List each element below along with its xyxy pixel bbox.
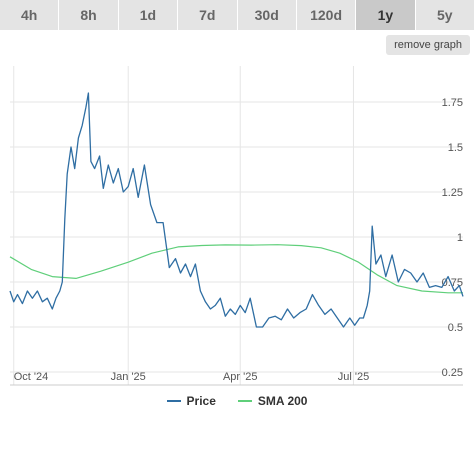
y-tick-label: 0.25 <box>442 367 463 379</box>
price-chart: 0.25 0.5 0.75 1 1.25 1.5 1.75 Oct '24 Jan '25 Apr… <box>0 58 474 388</box>
legend-label-sma: SMA 200 <box>257 394 308 408</box>
x-tick-label: Jan '25 <box>111 371 146 383</box>
tab-8h[interactable]: 8h <box>59 0 118 30</box>
legend-label-price: Price <box>186 394 216 408</box>
tab-7d[interactable]: 7d <box>178 0 237 30</box>
x-tick-label: Apr '25 <box>223 371 258 383</box>
tab-1d[interactable]: 1d <box>118 0 178 30</box>
sma-200-line <box>9 244 463 294</box>
y-tick-label: 1.5 <box>448 142 463 154</box>
legend-item-sma[interactable]: SMA 200 <box>237 394 308 408</box>
y-tick-label: 0.5 <box>448 322 463 334</box>
x-tick-label: Jul '25 <box>338 371 369 383</box>
x-tick-label: Oct '24 <box>14 371 49 383</box>
sma-swatch <box>237 400 252 402</box>
price-line <box>9 92 464 328</box>
price-swatch <box>166 400 181 402</box>
legend-item-price[interactable]: Price <box>166 394 216 408</box>
timeframe-tabs: 4h 8h 1d 7d 30d 120d 1y 5y <box>0 0 474 30</box>
chart-legend: Price SMA 200 <box>0 390 474 412</box>
y-tick-label: 1.75 <box>442 97 463 109</box>
y-tick-label: 0.75 <box>442 277 463 289</box>
y-tick-label: 1.25 <box>442 187 463 199</box>
tab-120d[interactable]: 120d <box>296 0 356 30</box>
chart-svg: 0.25 0.5 0.75 1 1.25 1.5 1.75 Oct '24 Jan '25 Apr… <box>9 66 464 386</box>
remove-graph-button[interactable]: remove graph <box>386 35 470 55</box>
tab-5y[interactable]: 5y <box>415 0 474 30</box>
y-tick-label: 1 <box>457 232 463 244</box>
tab-1y[interactable]: 1y <box>356 0 415 30</box>
tab-4h[interactable]: 4h <box>0 0 59 30</box>
tab-30d[interactable]: 30d <box>237 0 296 30</box>
